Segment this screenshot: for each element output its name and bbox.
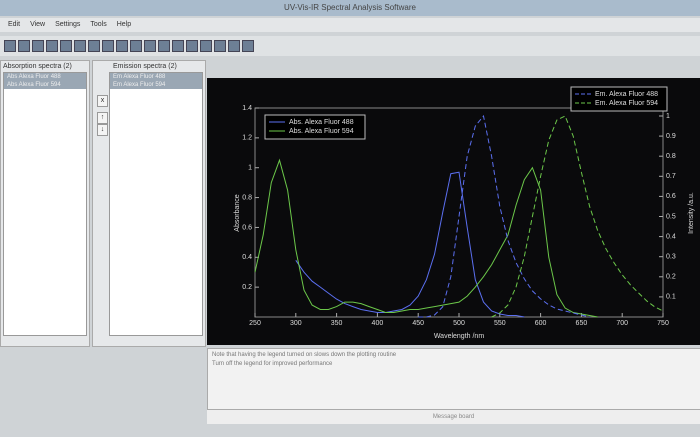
y-tick-label: 0.6: [242, 224, 252, 231]
y-tick-label: 1: [248, 165, 252, 172]
y2-tick-label: 0.1: [666, 294, 676, 301]
y-axis-title: Absorbance: [234, 194, 241, 231]
menu-item[interactable]: Tools: [90, 21, 107, 28]
x-tick-label: 450: [412, 320, 424, 327]
y2-tick-label: 1: [666, 113, 670, 120]
toolbar-icon: [102, 40, 114, 52]
chart: Wavelength /nm Absorbance Intensity /a.u…: [207, 78, 700, 345]
y2-axis-title: Intensity /a.u.: [688, 192, 695, 234]
toolbar-icon: [74, 40, 86, 52]
note: Note that having the legend turned on sl…: [212, 352, 397, 358]
absorption-panel: Absorption spectra (2) Abs Alexa Fluor 4…: [0, 60, 90, 347]
toolbar-icon: [186, 40, 198, 52]
y-tick-label: 1.4: [242, 105, 252, 112]
list-item[interactable]: Em Alexa Fluor 594: [110, 81, 202, 89]
panel-header: Emission spectra (2): [113, 63, 177, 70]
panel-header: Absorption spectra (2): [3, 63, 72, 70]
y-tick-label: 0.2: [242, 284, 252, 291]
legend-label: Abs. Alexa Fluor 488: [289, 119, 354, 126]
toolbar-icon: [158, 40, 170, 52]
y-tick-label: 0.4: [242, 254, 252, 261]
x-axis-title: Wavelength /nm: [434, 333, 484, 340]
x-tick-label: 250: [249, 320, 261, 327]
series-line: [254, 158, 598, 318]
x-tick-label: 300: [290, 320, 302, 327]
y2-tick-label: 0.6: [666, 193, 676, 200]
legend-label: Abs. Alexa Fluor 594: [289, 128, 354, 135]
y2-tick-label: 0.7: [666, 173, 676, 180]
toolbar-icon: [172, 40, 184, 52]
toolbar-icon: [60, 40, 72, 52]
list-item[interactable]: Em Alexa Fluor 488: [110, 73, 202, 81]
menu-item[interactable]: Settings: [55, 21, 81, 28]
menu-item[interactable]: View: [30, 21, 46, 28]
x-tick-label: 350: [331, 320, 343, 327]
series-line: [418, 114, 590, 318]
button[interactable]: ↑: [97, 112, 108, 124]
y-tick-label: 0.8: [242, 194, 252, 201]
y2-tick-label: 0.4: [666, 233, 676, 240]
series-line: [295, 171, 525, 318]
y2-tick-label: 0.9: [666, 133, 676, 140]
toolbar-icon: [242, 40, 254, 52]
y-tick-label: 1.2: [242, 135, 252, 142]
toolbar-icon: [32, 40, 44, 52]
y2-tick-label: 0.2: [666, 274, 676, 281]
toolbar-icon: [116, 40, 128, 52]
y2-tick-label: 0.3: [666, 254, 676, 261]
x-tick-label: 500: [453, 320, 465, 327]
toolbar-icon: [88, 40, 100, 52]
x-tick-label: 400: [372, 320, 384, 327]
button[interactable]: ↓: [97, 124, 108, 136]
list-item[interactable]: Abs Alexa Fluor 594: [4, 81, 86, 89]
toolbar-icon: [200, 40, 212, 52]
list: Em Alexa Fluor 488 Em Alexa Fluor 594: [109, 72, 203, 336]
menu-item[interactable]: Help: [116, 21, 132, 28]
window-title: UV-Vis-IR Spectral Analysis Software: [0, 0, 700, 16]
toolbar-icon: [46, 40, 58, 52]
menu-bar: Edit View Settings Tools Help: [0, 18, 700, 32]
toolbar-icon: [130, 40, 142, 52]
y2-tick-label: 0.8: [666, 153, 676, 160]
notes-panel: Note that having the legend turned on sl…: [207, 348, 700, 410]
menu-item[interactable]: Edit: [8, 21, 21, 28]
x-tick-label: 550: [494, 320, 506, 327]
message-board: Message board: [207, 410, 700, 424]
toolbar-icon: [228, 40, 240, 52]
x-tick-label: 600: [535, 320, 547, 327]
x-tick-label: 700: [616, 320, 628, 327]
list: Abs Alexa Fluor 488 Abs Alexa Fluor 594: [3, 72, 87, 336]
toolbar-icon: [18, 40, 30, 52]
emission-panel: Emission spectra (2) Em Alexa Fluor 488 E…: [92, 60, 206, 347]
legend-label: Em. Alexa Fluor 488: [595, 91, 658, 98]
legend-label: Em. Alexa Fluor 594: [595, 100, 658, 107]
toolbar-icon: [144, 40, 156, 52]
legend-box: [264, 114, 366, 140]
note: Turn off the legend for improved perform…: [212, 361, 333, 367]
list-item[interactable]: Abs Alexa Fluor 488: [4, 73, 86, 81]
y2-tick-label: 0.5: [666, 213, 676, 220]
legend-box: [570, 86, 668, 112]
toolbar-icon: [4, 40, 16, 52]
series-line: [491, 115, 664, 318]
x-tick-label: 750: [657, 320, 669, 327]
button[interactable]: x: [97, 95, 108, 107]
toolbar-icon: [214, 40, 226, 52]
x-tick-label: 650: [576, 320, 588, 327]
